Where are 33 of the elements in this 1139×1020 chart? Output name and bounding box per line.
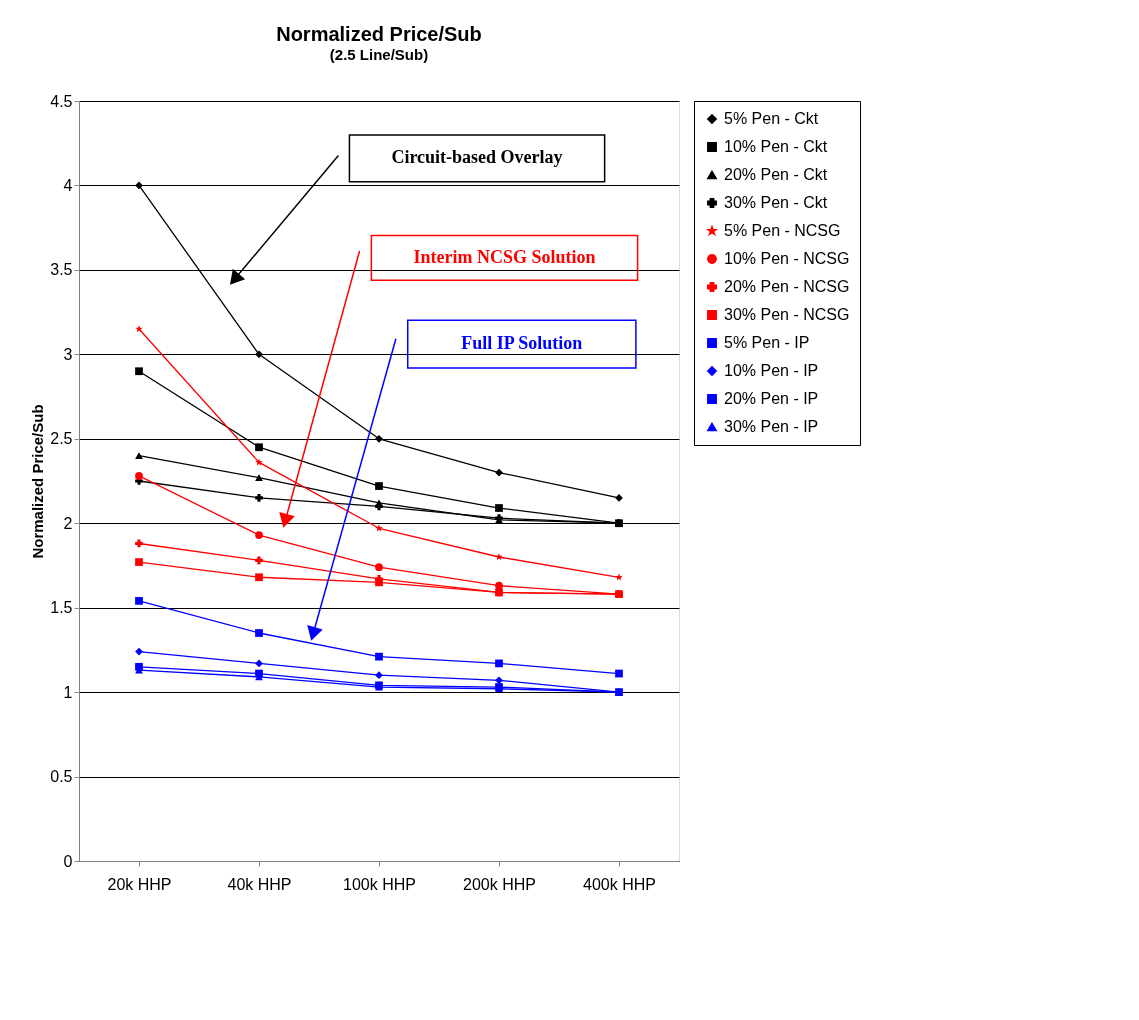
legend-label: 20% Pen - IP [724,390,819,407]
x-tick-label: 40k HHP [227,875,292,893]
legend-label: 5% Pen - IP [724,334,810,351]
legend-label: 30% Pen - IP [724,418,819,435]
legend-label: 5% Pen - Ckt [724,110,819,127]
y-tick-label: 2 [63,514,73,532]
x-tick-label: 400k HHP [583,875,656,893]
legend-label: 30% Pen - Ckt [724,194,828,211]
y-tick-label: 3 [63,345,73,363]
legend-label: 10% Pen - NCSG [724,250,850,267]
x-tick-label: 100k HHP [343,875,416,893]
y-tick-label: 0 [63,852,73,870]
annotation: Interim NCSG Solution [413,246,596,267]
y-tick-label: 1 [63,683,73,701]
y-tick-label: 3.5 [50,261,73,279]
legend-label: 30% Pen - NCSG [724,306,850,323]
legend-label: 10% Pen - IP [724,362,819,379]
x-tick-label: 200k HHP [463,875,536,893]
chart-title: Normalized Price/Sub [276,23,482,45]
y-tick-label: 0.5 [50,768,73,786]
legend-label: 10% Pen - Ckt [724,138,828,155]
annotation: Full IP Solution [461,333,583,354]
y-tick-label: 2.5 [50,430,73,448]
x-tick-label: 20k HHP [107,875,172,893]
y-axis-title: Normalized Price/Sub [29,404,47,559]
chart-subtitle: (2.5 Line/Sub) [329,46,429,63]
y-tick-label: 4 [63,176,73,194]
legend-label: 20% Pen - NCSG [724,278,850,295]
legend-label: 20% Pen - Ckt [724,166,828,183]
legend-label: 5% Pen - NCSG [724,222,841,239]
annotation: Circuit-based Overlay [391,147,563,168]
y-tick-label: 1.5 [50,599,73,617]
y-tick-label: 4.5 [50,92,73,110]
